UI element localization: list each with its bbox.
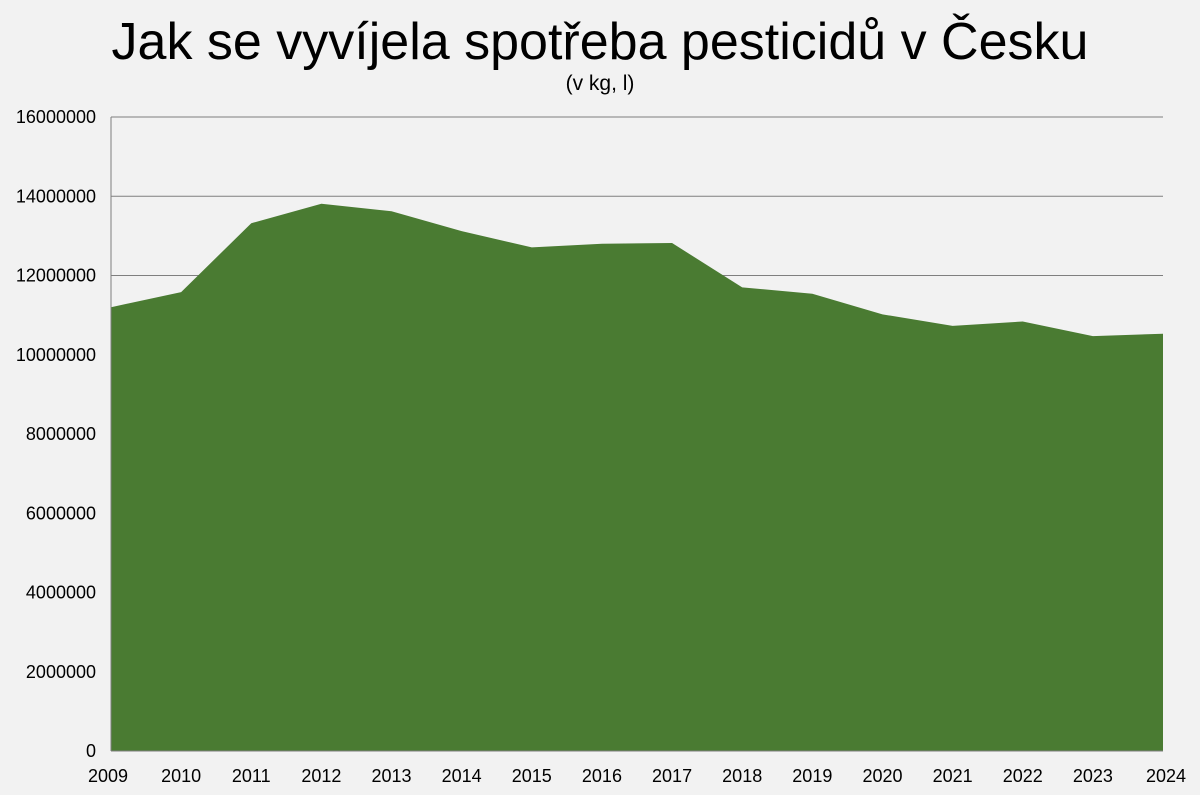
- y-axis: 0 2000000 4000000 6000000 8000000 10000000 120…: [16, 107, 112, 761]
- y-tick-label: 8000000: [26, 424, 96, 444]
- x-tick-label: 2016: [582, 766, 622, 786]
- y-tick-label: 10000000: [16, 345, 96, 365]
- x-tick-label: 2020: [862, 766, 902, 786]
- x-tick-label: 2015: [512, 766, 552, 786]
- y-tick-label: 14000000: [16, 186, 96, 206]
- x-tick-label: 2024: [1146, 766, 1186, 786]
- x-tick-label: 2017: [652, 766, 692, 786]
- x-tick-label: 2023: [1073, 766, 1113, 786]
- x-tick-label: 2013: [372, 766, 412, 786]
- x-tick-label: 2009: [88, 766, 128, 786]
- y-tick-label: 0: [86, 741, 96, 761]
- area-series: [111, 203, 1163, 751]
- y-tick-label: 4000000: [26, 583, 96, 603]
- y-tick-label: 16000000: [16, 107, 96, 127]
- x-tick-label: 2018: [722, 766, 762, 786]
- x-tick-label: 2021: [933, 766, 973, 786]
- x-tick-label: 2011: [232, 766, 271, 786]
- x-tick-label: 2019: [792, 766, 832, 786]
- area-series-0: [111, 203, 1163, 751]
- y-tick-label: 2000000: [26, 662, 96, 682]
- x-tick-label: 2012: [301, 766, 341, 786]
- chart-title: Jak se vyvíjela spotřeba pesticidů v Čes…: [111, 13, 1089, 71]
- chart-subtitle: (v kg, l): [565, 72, 635, 95]
- x-tick-label: 2014: [442, 766, 482, 786]
- x-tick-label: 2022: [1003, 766, 1043, 786]
- x-tick-label: 2010: [161, 766, 201, 786]
- x-axis: 2009 2010 2011 2012 2013 2014 2015 2016 2017 2018…: [88, 750, 1186, 786]
- y-tick-label: 12000000: [16, 266, 96, 286]
- y-tick-label: 6000000: [26, 503, 96, 523]
